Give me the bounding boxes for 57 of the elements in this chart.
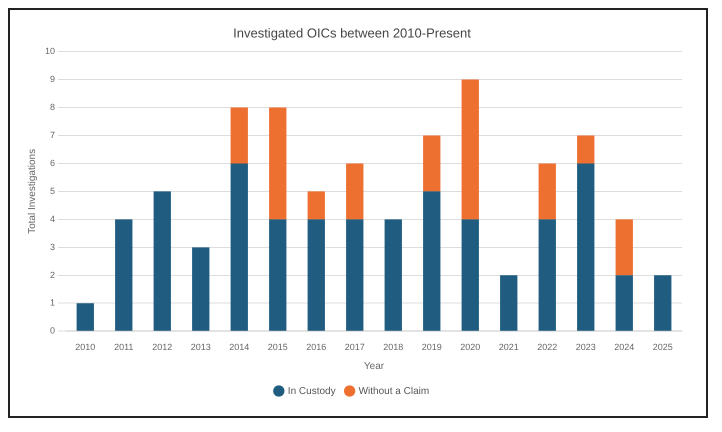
bar	[462, 80, 479, 220]
bar	[577, 163, 594, 331]
x-tick-label: 2019	[422, 342, 442, 352]
bar	[346, 219, 364, 331]
bar	[654, 275, 672, 331]
bar	[577, 135, 594, 164]
bar	[76, 303, 94, 331]
bar	[115, 219, 132, 331]
x-tick-label: 2015	[268, 342, 288, 352]
bar	[230, 108, 248, 164]
y-tick-label: 3	[50, 242, 56, 252]
y-tick-label: 1	[50, 298, 56, 308]
x-tick-label: 2014	[229, 342, 250, 352]
bar	[154, 191, 171, 331]
y-tick-label: 7	[50, 130, 56, 140]
bar	[462, 219, 479, 331]
bar	[423, 135, 440, 192]
bar	[308, 191, 325, 220]
bar	[423, 191, 440, 331]
bar	[308, 219, 325, 331]
bar	[384, 219, 402, 331]
x-tick-label: 2011	[114, 342, 134, 352]
x-tick-label: 2017	[344, 342, 365, 352]
bar	[538, 163, 556, 220]
y-tick-label: 8	[50, 102, 56, 112]
y-tick-label: 5	[50, 186, 56, 196]
x-tick-label: 2021	[498, 342, 519, 352]
y-tick-label: 0	[50, 326, 56, 336]
x-tick-label: 2022	[537, 342, 558, 352]
x-axis-title: Year	[364, 360, 385, 372]
x-tick-label: 2020	[460, 342, 480, 352]
x-tick-label: 2025	[652, 342, 673, 352]
y-axis-title: Total Investigations	[26, 148, 38, 234]
y-tick-label: 10	[44, 46, 56, 56]
bar	[616, 275, 633, 331]
bar	[538, 219, 556, 331]
x-tick-label: 2023	[576, 342, 596, 352]
y-tick-label: 6	[50, 158, 56, 168]
bar	[346, 163, 364, 220]
bar	[269, 108, 286, 220]
bar	[192, 247, 210, 331]
x-tick-label: 2018	[383, 342, 404, 352]
y-tick-label: 2	[50, 270, 56, 280]
y-tick-label: 4	[50, 214, 56, 224]
bar	[616, 219, 633, 276]
y-tick-label: 9	[50, 74, 56, 84]
bar	[269, 219, 286, 331]
chart-title: Investigated OICs between 2010-Present	[233, 25, 472, 40]
x-tick-label: 2012	[152, 342, 172, 352]
x-tick-label: 2024	[614, 342, 634, 352]
x-tick-label: 2013	[190, 342, 211, 352]
bar	[500, 275, 518, 331]
x-tick-label: 2016	[306, 342, 326, 352]
legend-label: In Custody	[288, 386, 336, 397]
legend-label: Without a Claim	[358, 386, 430, 397]
x-tick-label: 2010	[75, 342, 96, 352]
bar	[230, 163, 248, 331]
